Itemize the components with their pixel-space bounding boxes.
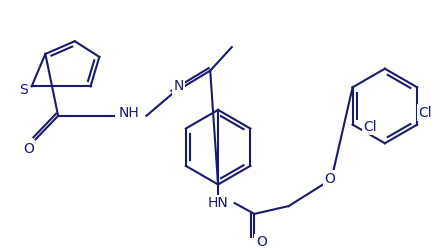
- Text: NH: NH: [118, 106, 139, 120]
- Text: O: O: [256, 235, 267, 249]
- Text: O: O: [324, 172, 335, 185]
- Text: Cl: Cl: [363, 120, 377, 134]
- Text: S: S: [19, 83, 28, 97]
- Text: O: O: [23, 142, 34, 156]
- Text: HN: HN: [208, 196, 229, 210]
- Text: Cl: Cl: [418, 106, 432, 120]
- Text: N: N: [174, 79, 184, 93]
